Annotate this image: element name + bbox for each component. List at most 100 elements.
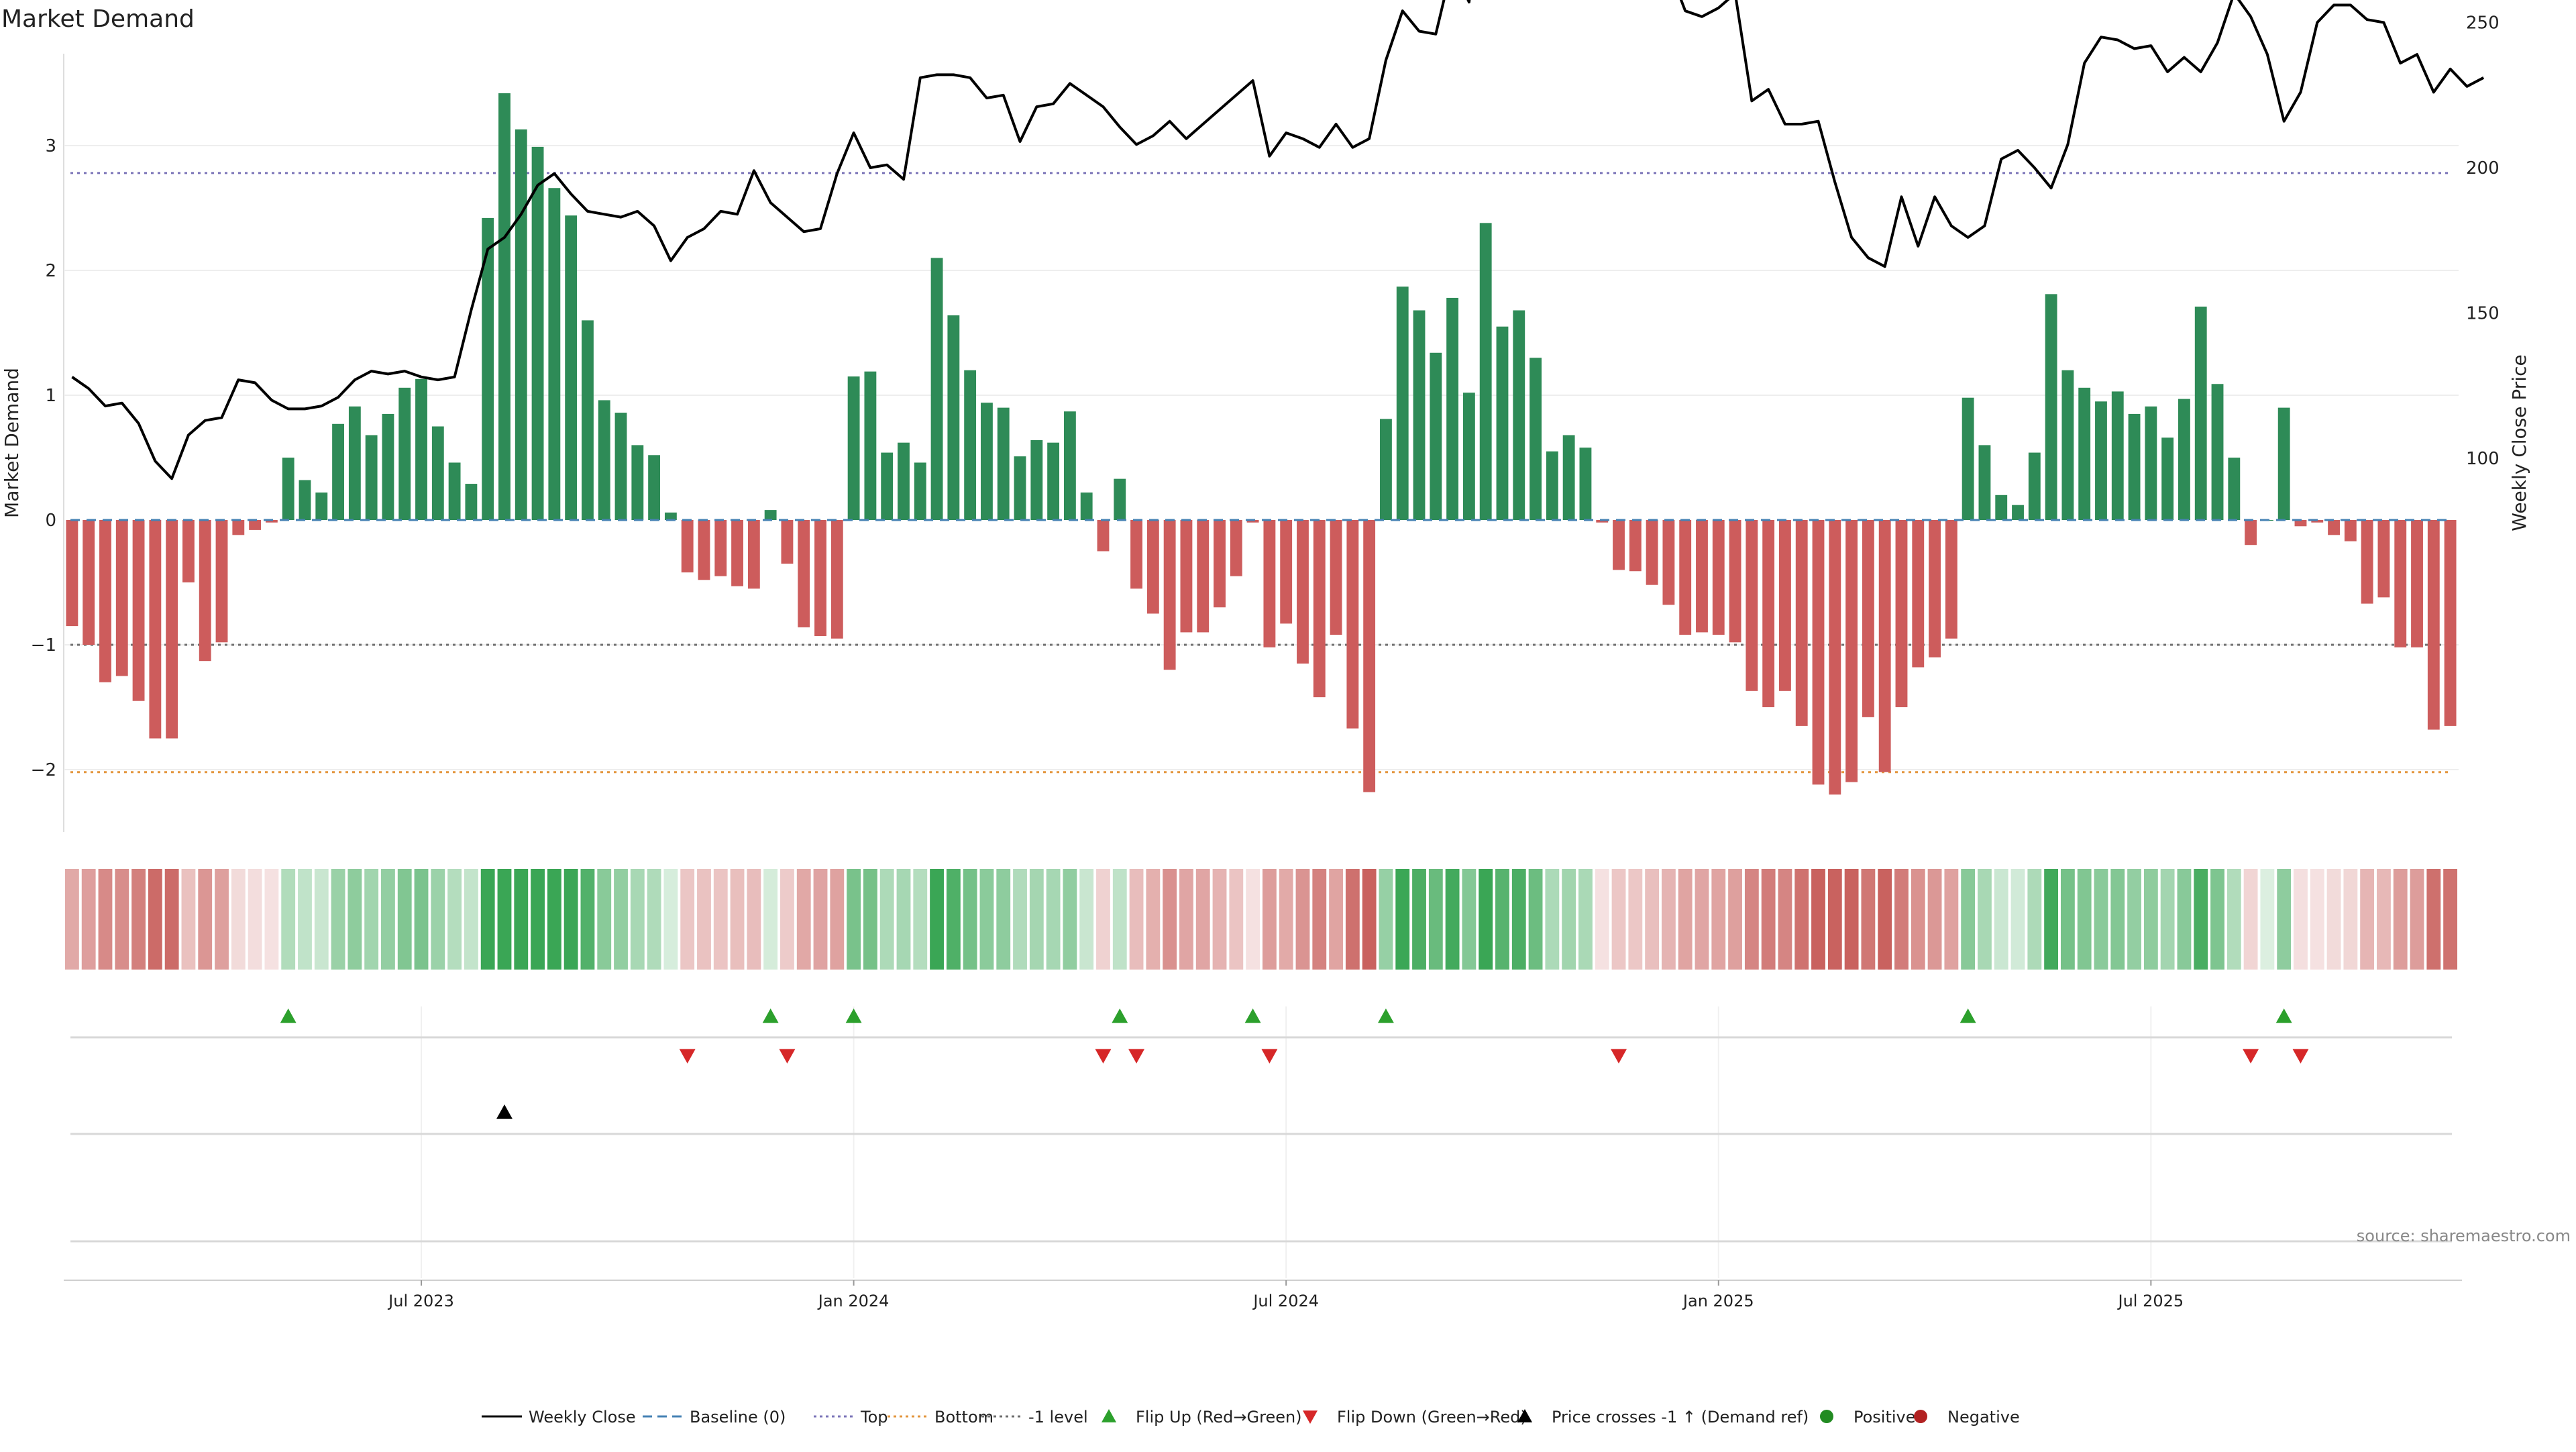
demand-bar	[598, 400, 610, 520]
demand-bar	[1297, 520, 1309, 664]
heat-cell	[996, 869, 1011, 970]
demand-bar	[232, 520, 245, 535]
demand-bar	[947, 315, 960, 520]
heat-cell	[1246, 869, 1260, 970]
flip-up-marker	[845, 1008, 862, 1023]
demand-bar	[1962, 397, 1974, 520]
legend-label: Negative	[1947, 1408, 2020, 1427]
heat-cell	[2310, 869, 2324, 970]
demand-bar	[981, 403, 993, 520]
heat-cell	[963, 869, 977, 970]
legend-label: Baseline (0)	[690, 1408, 786, 1427]
heat-cell	[1428, 869, 1443, 970]
demand-bar	[1180, 520, 1193, 633]
demand-bar	[66, 520, 78, 627]
heat-cell	[1595, 869, 1609, 970]
heat-cell	[713, 869, 728, 970]
demand-bar	[2444, 520, 2457, 726]
y2-tick-label: 150	[2466, 304, 2500, 324]
y2-tick-label: 250	[2466, 13, 2500, 34]
heat-cell	[1295, 869, 1310, 970]
heat-cell	[1329, 869, 1343, 970]
x-tick-label: Jul 2025	[2117, 1292, 2184, 1310]
heat-cell	[1611, 869, 1626, 970]
legend-item: Flip Down (Green→Red)	[1303, 1408, 1527, 1427]
demand-bar	[2311, 520, 2324, 523]
heat-cell	[1262, 869, 1277, 970]
legend-label: Weekly Close	[529, 1408, 636, 1427]
demand-bar	[2211, 384, 2224, 520]
demand-bar	[2394, 520, 2407, 647]
heat-cell	[1479, 869, 1493, 970]
demand-bar	[132, 520, 145, 701]
legend-item: Bottom	[888, 1408, 994, 1427]
heat-cell	[2226, 869, 2241, 970]
weekly-close-line	[71, 0, 2485, 480]
demand-bar	[1047, 442, 1060, 520]
heat-cell	[1462, 869, 1477, 970]
heat-cell	[281, 869, 296, 970]
demand-bar	[1529, 358, 1542, 520]
demand-bar	[1579, 448, 1592, 520]
demand-bar	[1929, 520, 1941, 658]
demand-bar	[1646, 520, 1658, 585]
demand-bar	[2161, 437, 2174, 520]
heat-cell	[1961, 869, 1976, 970]
heat-cell	[680, 869, 695, 970]
heat-cell	[347, 869, 362, 970]
demand-bar	[348, 406, 361, 520]
demand-bar	[1729, 520, 1741, 643]
demand-bar	[1146, 520, 1159, 614]
demand-bar	[431, 426, 444, 520]
heat-cell	[847, 869, 861, 970]
demand-bar	[2328, 520, 2340, 535]
flip-up-marker	[1244, 1008, 1261, 1023]
heat-cell	[1761, 869, 1776, 970]
heat-cell	[164, 869, 179, 970]
demand-bar	[2061, 370, 2074, 520]
heat-cell	[131, 869, 146, 970]
demand-bar	[382, 413, 394, 520]
y-tick-label: 3	[45, 136, 56, 156]
heat-cell	[1096, 869, 1110, 970]
demand-bar	[2078, 387, 2091, 520]
heat-cell	[2260, 869, 2275, 970]
demand-bar	[1396, 287, 1409, 520]
heat-cell	[1878, 869, 1892, 970]
heat-cell	[1063, 869, 1077, 970]
demand-bar	[448, 462, 461, 520]
heat-cell	[1978, 869, 1992, 970]
heat-cell	[547, 869, 561, 970]
legend-label: Flip Down (Green→Red)	[1337, 1408, 1527, 1427]
flip-down-marker	[1095, 1049, 1112, 1064]
legend-item: Flip Up (Red→Green)	[1102, 1408, 1302, 1427]
heat-cell	[2177, 869, 2192, 970]
legend-item: Weekly Close	[482, 1408, 636, 1427]
heat-cell	[115, 869, 129, 970]
heat-cell	[1927, 869, 1942, 970]
demand-bar	[149, 520, 162, 739]
heat-cell	[1861, 869, 1876, 970]
demand-bar	[1496, 326, 1509, 520]
demand-bar	[498, 93, 511, 520]
demand-bar	[1363, 520, 1376, 792]
legend-label: -1 level	[1028, 1408, 1088, 1427]
heat-cell	[1046, 869, 1061, 970]
demand-bar	[1330, 520, 1342, 635]
heat-cell	[264, 869, 279, 970]
demand-bar	[1263, 520, 1276, 647]
heat-cell	[580, 869, 595, 970]
heat-cell	[1445, 869, 1460, 970]
heat-cell	[2010, 869, 2025, 970]
demand-bar	[747, 520, 760, 589]
legend-item: Top	[814, 1408, 888, 1427]
flip-down-marker	[1611, 1049, 1627, 1064]
heat-cell	[2393, 869, 2408, 970]
heat-cell	[1645, 869, 1660, 970]
demand-bar	[1446, 297, 1459, 520]
flip-down-marker	[779, 1049, 796, 1064]
demand-bar	[2277, 407, 2290, 520]
legend-label: Bottom	[934, 1408, 994, 1427]
flip-up-marker	[280, 1008, 297, 1023]
heat-cell	[2326, 869, 2341, 970]
